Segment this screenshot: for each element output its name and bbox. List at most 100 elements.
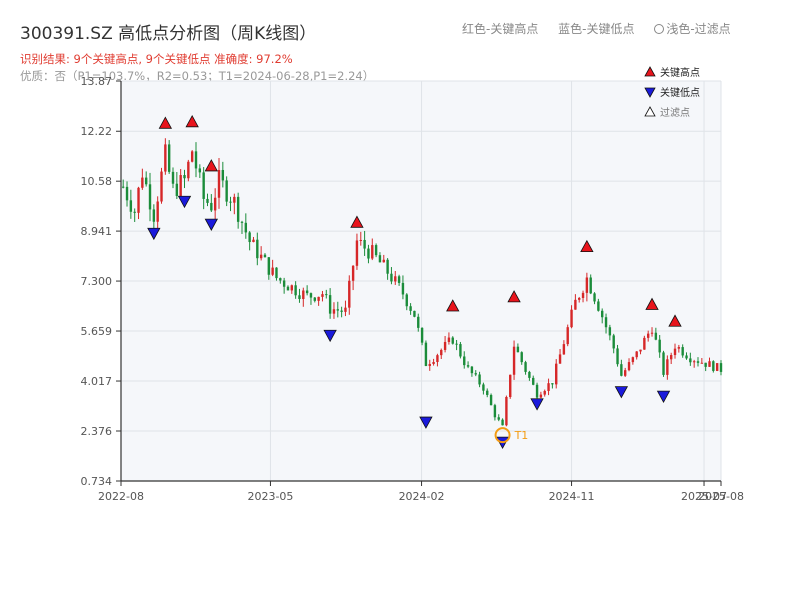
candle-body [325,294,328,296]
candle-body [221,169,225,181]
candle-body [547,383,550,391]
y-tick-label: 8.941 [81,225,113,238]
candle-body [627,362,631,371]
candle-body [482,384,485,391]
candle-body [313,297,316,301]
candle-body [229,201,232,203]
candle-body [558,354,562,364]
candle-body [459,344,462,357]
candle-body [455,343,458,345]
candle-body [578,297,581,300]
candle-body [436,355,439,363]
candle-body [516,346,520,353]
candle-body [509,374,512,398]
candle-body [612,335,615,349]
candle-body [597,301,600,311]
legend-symbol [644,106,656,117]
blue-note: 蓝色-关键低点 [558,22,635,36]
candle-body [631,357,635,363]
candle-body [520,352,523,363]
candle-body [424,342,428,366]
key-low-marker [419,416,433,429]
candle-body [470,366,474,374]
candle-body [593,293,596,302]
candle-body [298,295,301,300]
candle-body [148,184,152,210]
candle-body [367,248,370,259]
candle-body [275,267,278,279]
x-tick-label: 2022-08 [98,490,144,503]
candle-body [194,151,198,169]
candle-body [654,332,658,340]
legend-label: 关键高点 [660,66,700,79]
candle-body [348,280,351,308]
key-low-marker [177,195,192,209]
candle-body [401,282,405,295]
y-tick-label: 2.376 [81,425,113,438]
candle-body [528,371,531,378]
candle-body [715,363,719,371]
key-low-marker [530,398,544,411]
hollow-dot-icon [654,24,665,34]
candle-body [650,332,654,334]
candle-body [386,259,389,274]
candle-body [658,339,661,353]
key-high-marker [668,314,682,327]
candle-body [152,209,156,222]
legend-label: 关键低点 [660,86,700,99]
candle-body [639,349,642,352]
key-high-marker [185,114,199,128]
candle-body [382,259,385,263]
candle-body [263,254,267,258]
y-tick-label: 13.87 [81,75,113,88]
t1-ring [494,427,511,444]
candle-body [635,351,638,358]
candle-body [551,383,554,385]
key-low-marker [204,218,219,231]
candle-body [236,196,240,222]
y-tick-label: 10.58 [81,175,113,188]
candle-body [233,196,236,203]
candle-body [121,186,125,188]
candle-body [290,285,294,291]
candle-body [397,276,401,283]
candle-body [447,337,451,342]
chart-title: 300391.SZ 高低点分析图（周K线图） [20,24,317,44]
candle-body [129,200,133,212]
candle-body [378,255,382,263]
candle-body [198,168,202,173]
candle-body [673,348,677,356]
candle-body [704,362,707,367]
candle-body [302,290,305,300]
y-tick-label: 4.017 [81,375,113,388]
key-high-marker [507,290,521,303]
candle-body [700,362,704,364]
key-high-marker [350,215,364,228]
candle-body [187,161,190,179]
candle-body [532,377,535,385]
candle-body [374,245,378,256]
candle-body [608,327,612,336]
candle-body [604,317,608,328]
y-tick-label: 5.659 [81,325,113,338]
x-tick-label: 2024-02 [399,490,445,503]
candle-body [259,254,263,259]
detection-result-text: 识别结果: 9个关键高点, 9个关键低点 准确度: 97.2% [20,52,293,66]
candle-body [620,364,623,376]
candle-body [539,394,543,398]
key-low-marker [614,386,629,399]
candle-body [133,211,136,213]
candle-body [623,370,627,376]
candle-body [286,286,290,291]
candle-body [601,310,604,318]
candle-body [371,245,374,259]
candle-body [719,363,723,372]
candle-body [497,417,500,420]
gray-note: 浅色-过滤点 [654,22,731,36]
x-tick-label: 2025-07 [681,490,727,503]
candle-body [141,177,144,188]
y-tick-label: 0.734 [81,475,113,488]
candle-body [137,187,140,213]
